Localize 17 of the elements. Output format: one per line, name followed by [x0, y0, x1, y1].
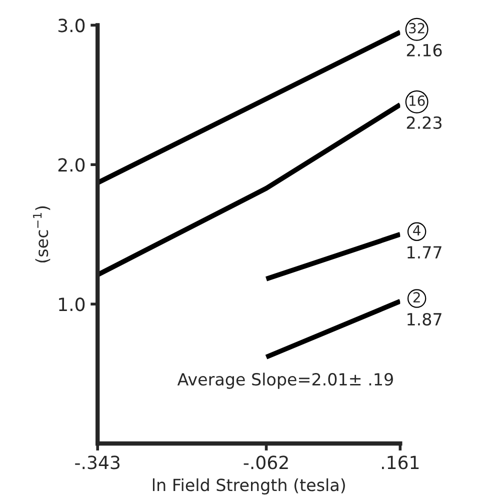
text: 1.87 [408, 312, 442, 326]
y-tick-label: 1.0 [59, 298, 85, 312]
text: 2.23 [406, 116, 442, 129]
x-tick-label: -.343 [75, 456, 120, 470]
annotation: Average Slope=2.01± .19 [177, 372, 393, 389]
series-label: 16 [410, 95, 425, 106]
series-label: 2 [413, 292, 420, 302]
y-tick-label: 3.0 [58, 18, 85, 32]
text: 1.77 [408, 246, 442, 258]
x-tick-label: .161 [382, 456, 419, 470]
y-axis-title: (sec$^{−1}$) [33, 206, 50, 262]
y-tick-label: 2.0 [58, 158, 85, 172]
x-tick-label: -.062 [244, 456, 288, 470]
x-axis-title: ln Field Strength (tesla) [152, 478, 345, 494]
text: 2.16 [406, 44, 442, 56]
series-label: 4 [413, 225, 420, 236]
series-label: 32 [409, 22, 424, 34]
